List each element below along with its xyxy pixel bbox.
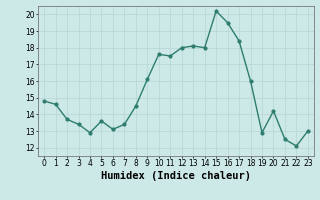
X-axis label: Humidex (Indice chaleur): Humidex (Indice chaleur)	[101, 171, 251, 181]
